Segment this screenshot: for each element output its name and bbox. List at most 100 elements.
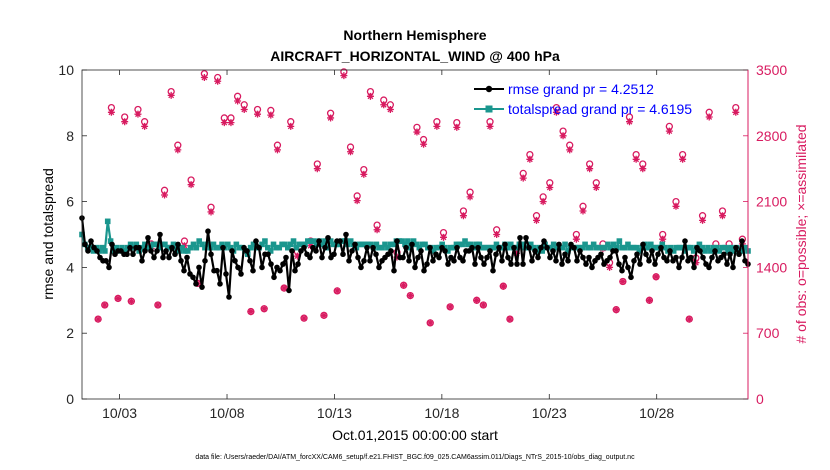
rmse-point xyxy=(436,254,442,261)
totalspread-point xyxy=(210,241,217,248)
totalspread-point xyxy=(699,244,706,251)
totalspread-point xyxy=(607,244,614,251)
totalspread-point xyxy=(413,241,420,248)
assimilated-obs-marker xyxy=(227,119,235,127)
totalspread-point xyxy=(296,241,303,248)
x-tick-label: 10/18 xyxy=(424,405,459,421)
assimilated-obs-marker xyxy=(459,212,467,220)
assimilated-obs-marker xyxy=(606,263,614,271)
totalspread-point xyxy=(279,241,285,248)
rmse-point xyxy=(229,248,235,254)
assimilated-obs-marker xyxy=(107,108,115,116)
rmse-point xyxy=(598,251,604,258)
rmse-point xyxy=(628,274,634,281)
totalspread-point xyxy=(459,241,465,248)
totalspread-point xyxy=(728,244,734,251)
assimilated-obs-marker xyxy=(94,315,102,323)
rmse-point xyxy=(454,244,460,251)
legend-spread-label: totalspread grand pr = 4.6195 xyxy=(508,101,692,117)
assimilated-obs-marker xyxy=(699,216,707,224)
totalspread-point xyxy=(519,241,525,248)
totalspread-point xyxy=(359,241,365,248)
assimilated-obs-marker xyxy=(313,165,321,173)
totalspread-point xyxy=(150,241,157,248)
rmse-point xyxy=(373,251,379,258)
x-tick-label: 10/08 xyxy=(209,405,244,421)
rmse-point xyxy=(739,238,745,244)
totalspread-point xyxy=(307,238,314,244)
rmse-point xyxy=(103,258,109,264)
rmse-point xyxy=(502,241,508,248)
assimilated-obs-marker xyxy=(307,242,315,250)
assimilated-obs-marker xyxy=(513,249,521,257)
rmse-point xyxy=(619,267,625,274)
rmse-point xyxy=(124,251,130,258)
rmse-point xyxy=(676,264,682,271)
assimilated-obs-marker xyxy=(586,165,594,173)
totalspread-point xyxy=(390,241,397,248)
rmse-point xyxy=(499,258,505,264)
y2-tick-label: 700 xyxy=(756,325,780,341)
assimilated-obs-marker xyxy=(287,122,295,130)
totalspread-point xyxy=(716,248,723,254)
totalspread-point xyxy=(84,244,91,251)
assimilated-obs-marker xyxy=(473,296,481,304)
assimilated-obs-marker xyxy=(280,284,288,292)
rmse-point xyxy=(712,248,718,254)
totalspread-point xyxy=(430,248,437,254)
rmse-point xyxy=(184,254,190,261)
assimilated-obs-marker xyxy=(519,174,527,182)
assimilated-obs-marker xyxy=(101,301,109,309)
rmse-point xyxy=(631,258,637,264)
rmse-series xyxy=(79,215,751,300)
totalspread-point xyxy=(433,244,440,251)
rmse-point xyxy=(580,254,586,261)
rmse-point xyxy=(196,264,202,271)
totalspread-point xyxy=(405,238,411,244)
rmse-point xyxy=(85,248,91,254)
rmse-point xyxy=(406,258,412,264)
y2-tick-label: 2100 xyxy=(756,194,787,210)
rmse-point xyxy=(607,254,613,261)
rmse-point xyxy=(148,248,154,254)
totalspread-point xyxy=(582,241,588,248)
rmse-point xyxy=(400,254,406,261)
rmse-point xyxy=(613,248,619,254)
totalspread-point xyxy=(682,248,688,254)
assimilated-obs-marker xyxy=(559,132,567,140)
rmse-point xyxy=(562,251,568,258)
rmse-point xyxy=(322,244,328,251)
rmse-point xyxy=(109,241,115,248)
totalspread-point xyxy=(170,241,177,248)
assimilated-obs-marker xyxy=(645,296,653,304)
rmse-point xyxy=(451,258,457,264)
totalspread-point xyxy=(302,241,308,248)
rmse-point xyxy=(295,261,301,267)
totalspread-point xyxy=(659,241,666,248)
totalspread-point xyxy=(379,244,385,251)
rmse-point xyxy=(721,251,727,258)
totalspread-point xyxy=(373,241,380,248)
totalspread-point xyxy=(293,244,300,251)
totalspread-point xyxy=(330,241,337,248)
totalspread-point xyxy=(722,244,728,251)
totalspread-point xyxy=(439,241,445,248)
rmse-point xyxy=(223,271,229,277)
rmse-point xyxy=(472,261,478,267)
rmse-point xyxy=(238,271,244,277)
totalspread-point xyxy=(730,248,737,254)
totalspread-point xyxy=(267,248,274,254)
rmse-point xyxy=(646,258,652,264)
rmse-point xyxy=(409,241,415,248)
totalspread-point xyxy=(87,244,94,251)
totalspread-point xyxy=(662,244,668,251)
rmse-point xyxy=(283,254,289,261)
assimilated-obs-marker xyxy=(320,311,328,319)
legend-spread-marker xyxy=(485,105,493,113)
assimilated-obs-marker xyxy=(121,118,129,126)
assimilated-obs-marker xyxy=(420,140,428,148)
totalspread-point xyxy=(259,241,265,248)
totalspread-point xyxy=(236,244,243,251)
assimilated-obs-marker xyxy=(466,193,474,201)
rmse-point xyxy=(232,258,238,264)
